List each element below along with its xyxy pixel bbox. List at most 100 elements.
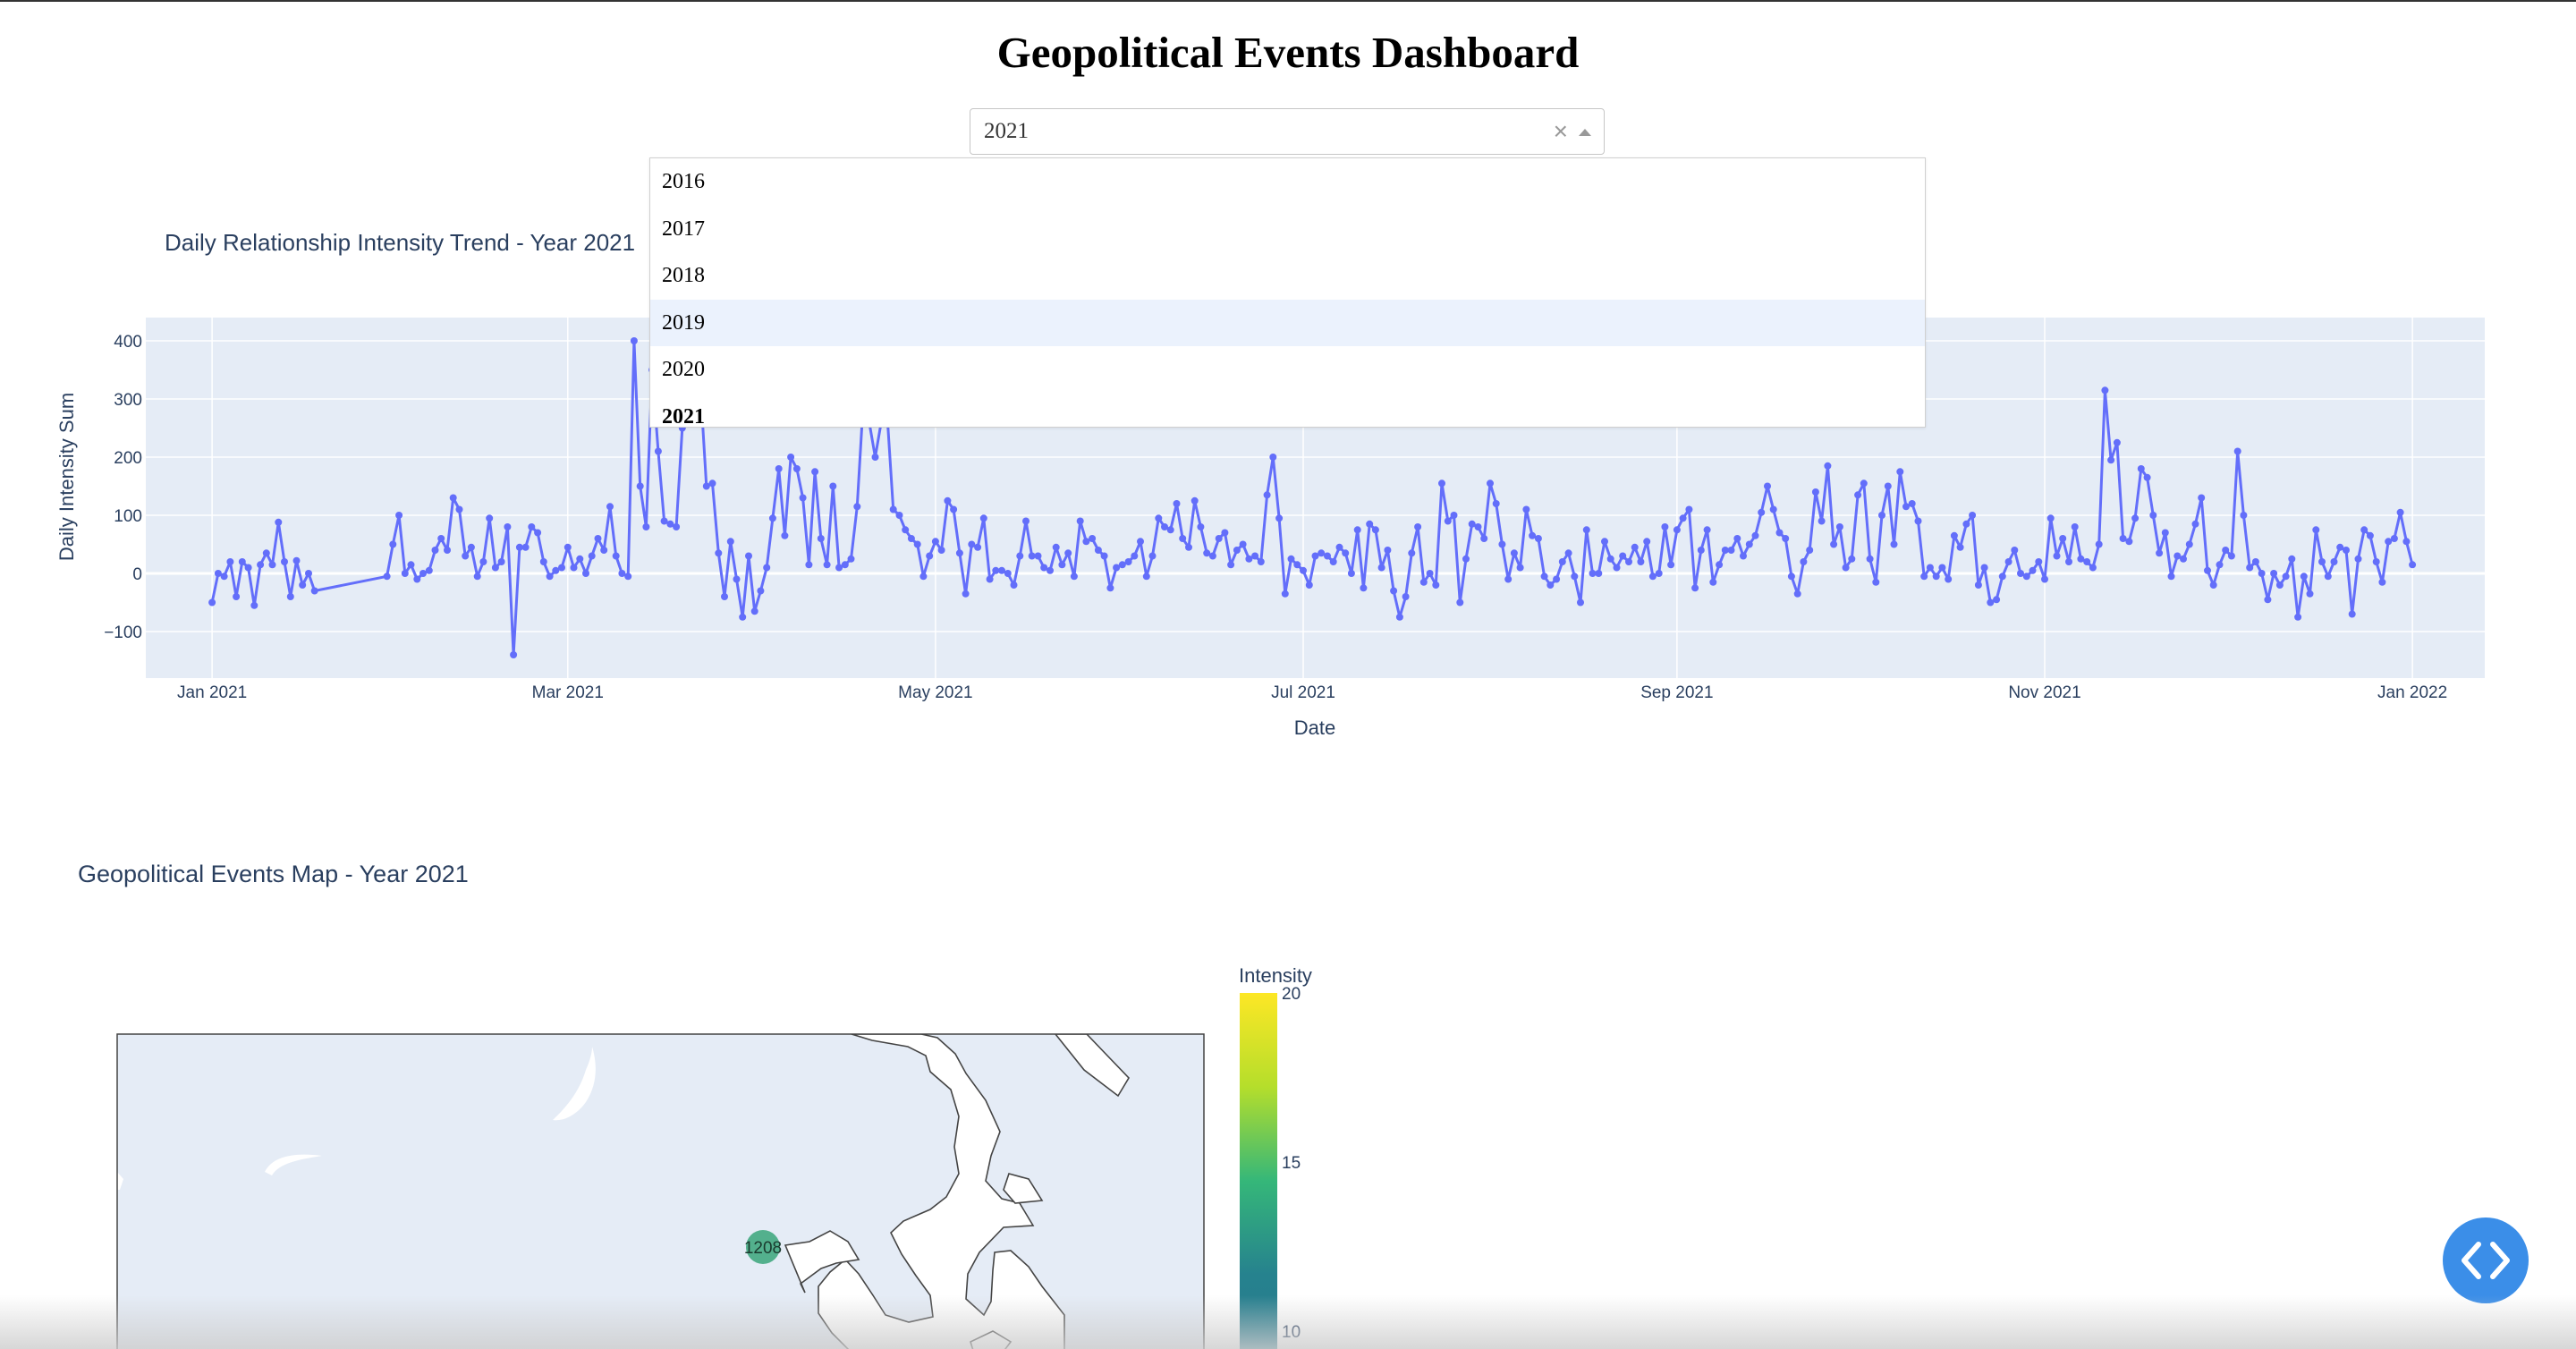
trend-data-point[interactable] (847, 555, 855, 563)
trend-data-point[interactable] (1293, 561, 1301, 569)
trend-data-point[interactable] (974, 543, 982, 551)
trend-data-point[interactable] (2264, 596, 2272, 604)
trend-data-point[interactable] (257, 561, 265, 569)
trend-data-point[interactable] (1462, 555, 1470, 563)
trend-data-point[interactable] (1366, 520, 1374, 528)
trend-data-point[interactable] (979, 514, 987, 522)
trend-data-point[interactable] (1667, 561, 1675, 569)
trend-data-point[interactable] (2029, 566, 2037, 574)
trend-data-point[interactable] (1691, 584, 1699, 592)
caret-up-icon[interactable] (1579, 129, 1591, 136)
trend-data-point[interactable] (2004, 558, 2012, 565)
trend-data-point[interactable] (895, 512, 903, 519)
trend-data-point[interactable] (552, 566, 560, 574)
trend-data-point[interactable] (902, 526, 910, 534)
trend-data-point[interactable] (2077, 555, 2085, 563)
trend-data-point[interactable] (1945, 575, 1953, 583)
trend-data-point[interactable] (1848, 555, 1856, 563)
trend-data-point[interactable] (1010, 581, 1018, 589)
trend-data-point[interactable] (1764, 482, 1771, 490)
trend-data-point[interactable] (2167, 573, 2175, 581)
trend-data-point[interactable] (1402, 593, 1410, 600)
trend-data-point[interactable] (1969, 512, 1977, 519)
trend-data-point[interactable] (208, 598, 216, 607)
trend-data-point[interactable] (919, 573, 928, 581)
trend-data-point[interactable] (1884, 482, 1892, 490)
trend-data-point[interactable] (2324, 573, 2332, 581)
trend-data-point[interactable] (546, 573, 554, 581)
trend-data-point[interactable] (570, 564, 578, 572)
trend-data-point[interactable] (1648, 573, 1657, 581)
trend-data-point[interactable] (1811, 488, 1819, 496)
trend-data-point[interactable] (1004, 570, 1012, 577)
trend-data-point[interactable] (998, 566, 1005, 574)
trend-data-point[interactable] (1353, 526, 1361, 534)
trend-data-point[interactable] (1920, 573, 1928, 581)
trend-data-point[interactable] (1161, 523, 1168, 530)
trend-data-point[interactable] (2240, 512, 2248, 519)
trend-data-point[interactable] (275, 518, 283, 526)
trend-data-point[interactable] (708, 479, 716, 488)
trend-data-point[interactable] (1028, 552, 1036, 560)
trend-data-point[interactable] (383, 573, 391, 581)
trend-data-point[interactable] (1034, 552, 1042, 560)
trend-data-point[interactable] (2312, 526, 2320, 534)
trend-data-point[interactable] (2385, 538, 2393, 546)
trend-data-point[interactable] (702, 482, 710, 490)
trend-data-point[interactable] (792, 465, 801, 472)
trend-data-point[interactable] (1456, 598, 1464, 607)
trend-data-point[interactable] (1390, 587, 1398, 595)
trend-data-point[interactable] (1980, 564, 1988, 572)
trend-data-point[interactable] (214, 570, 222, 577)
trend-data-point[interactable] (262, 549, 270, 557)
trend-data-point[interactable] (757, 587, 765, 595)
trend-data-point[interactable] (1709, 578, 1717, 586)
trend-data-point[interactable] (1227, 561, 1235, 569)
trend-data-point[interactable] (1335, 543, 1343, 551)
trend-data-point[interactable] (2409, 561, 2417, 569)
trend-data-point[interactable] (1498, 540, 1506, 548)
trend-data-point[interactable] (479, 558, 487, 565)
trend-data-point[interactable] (1661, 523, 1669, 530)
trend-data-point[interactable] (582, 570, 589, 577)
trend-data-point[interactable] (2336, 543, 2344, 551)
trend-data-point[interactable] (455, 505, 463, 513)
trend-data-point[interactable] (1197, 523, 1205, 530)
trend-data-point[interactable] (606, 503, 614, 511)
trend-data-point[interactable] (268, 561, 276, 569)
trend-data-point[interactable] (1577, 598, 1584, 607)
trend-data-point[interactable] (1595, 570, 1603, 577)
trend-data-point[interactable] (1601, 538, 1608, 546)
trend-data-point[interactable] (2053, 552, 2061, 560)
trend-data-point[interactable] (1070, 573, 1078, 581)
trend-data-point[interactable] (413, 575, 421, 583)
trend-data-point[interactable] (1733, 535, 1741, 542)
trend-data-point[interactable] (588, 552, 596, 560)
trend-data-point[interactable] (2330, 558, 2338, 565)
trend-data-point[interactable] (310, 587, 318, 595)
trend-data-point[interactable] (1347, 570, 1355, 577)
trend-data-point[interactable] (1179, 535, 1187, 542)
trend-data-point[interactable] (1745, 540, 1753, 548)
trend-data-point[interactable] (823, 561, 831, 569)
trend-data-point[interactable] (1492, 500, 1500, 507)
trend-data-point[interactable] (1311, 552, 1319, 560)
trend-data-point[interactable] (521, 543, 530, 551)
trend-data-point[interactable] (1016, 552, 1024, 560)
trend-data-point[interactable] (630, 337, 638, 344)
trend-data-point[interactable] (853, 503, 861, 511)
trend-data-point[interactable] (1064, 549, 1072, 557)
trend-data-point[interactable] (1318, 549, 1326, 557)
year-option-2019[interactable]: 2019 (650, 299, 1925, 346)
trend-data-point[interactable] (1395, 613, 1403, 621)
trend-data-point[interactable] (715, 549, 723, 557)
trend-data-point[interactable] (1553, 575, 1561, 583)
trend-data-point[interactable] (2125, 538, 2133, 546)
trend-data-point[interactable] (1787, 573, 1795, 581)
trend-data-point[interactable] (768, 514, 776, 522)
trend-data-point[interactable] (2251, 558, 2259, 565)
trend-data-point[interactable] (226, 558, 234, 565)
trend-data-point[interactable] (1305, 581, 1313, 589)
year-option-2020[interactable]: 2020 (662, 358, 705, 381)
trend-data-point[interactable] (1251, 552, 1259, 560)
